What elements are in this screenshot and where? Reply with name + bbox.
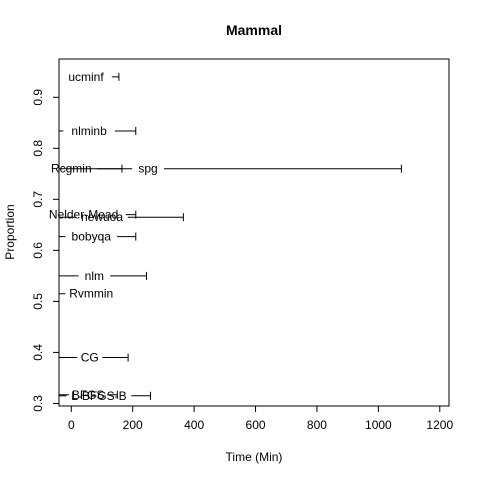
point-label: nlm xyxy=(85,269,104,283)
point-label: ucminf xyxy=(68,70,104,84)
y-tick-label: 0.8 xyxy=(31,140,45,157)
plot-frame xyxy=(58,58,450,407)
y-tick-label: 0.6 xyxy=(31,242,45,259)
x-tick-label: 200 xyxy=(123,418,143,432)
point-label: Rvmmin xyxy=(69,287,113,301)
y-axis-label: Proportion xyxy=(3,204,17,259)
point-label: newuoa xyxy=(81,210,123,224)
y-tick-label: 0.4 xyxy=(31,344,45,361)
x-axis: 0 200 400 600 800 1000 1200 xyxy=(68,405,453,432)
point-label: L-BFGS-B xyxy=(71,389,126,403)
point-label: BFGS xyxy=(72,388,105,402)
x-axis-label: Time (Min) xyxy=(226,450,283,464)
x-tick-label: 1000 xyxy=(365,418,392,432)
y-tick-label: 0.3 xyxy=(31,395,45,412)
y-axis: 0.3 0.4 0.5 0.6 0.7 0.8 0.9 xyxy=(31,89,60,412)
x-tick-label: 400 xyxy=(184,418,204,432)
x-tick-label: 0 xyxy=(68,418,75,432)
point-label: CG xyxy=(81,351,99,365)
x-tick-label: 1200 xyxy=(426,418,453,432)
chart-title: Mammal xyxy=(226,22,282,38)
y-tick-label: 0.5 xyxy=(31,293,45,310)
y-tick-label: 0.7 xyxy=(31,191,45,208)
point-label: Nelder-Mead xyxy=(49,208,118,222)
x-tick-label: 800 xyxy=(307,418,327,432)
point-label: bobyqa xyxy=(72,230,112,244)
point-label: nlminb xyxy=(71,124,107,138)
x-tick-label: 600 xyxy=(246,418,266,432)
point-label: spg xyxy=(138,162,157,176)
y-tick-label: 0.9 xyxy=(31,89,45,106)
